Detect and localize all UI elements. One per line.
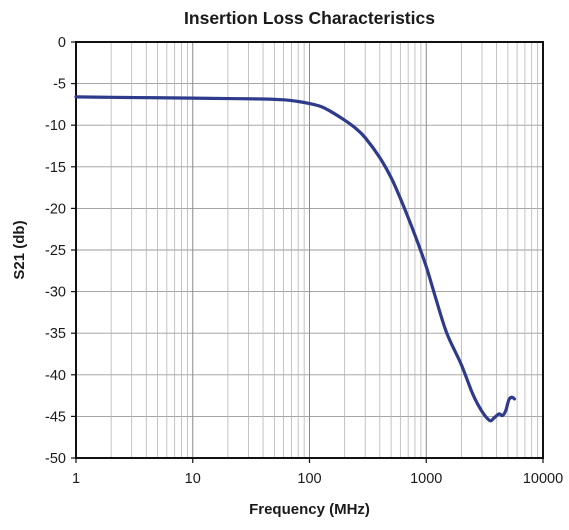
data-point <box>364 137 366 139</box>
data-point <box>283 99 285 101</box>
y-tick-label: -15 <box>45 160 66 176</box>
data-point <box>505 410 507 412</box>
data-point <box>514 398 516 400</box>
y-tick-label: 0 <box>58 35 66 51</box>
data-point <box>498 413 500 415</box>
x-tick-label: 10000 <box>523 471 563 487</box>
data-point <box>489 420 491 422</box>
data-point <box>320 106 322 108</box>
data-point <box>435 297 437 299</box>
y-tick-label: -10 <box>45 118 66 134</box>
x-tick-label: 1000 <box>410 471 442 487</box>
x-tick-label: 1 <box>72 471 80 487</box>
y-tick-label: -25 <box>45 243 66 259</box>
data-point <box>344 119 346 121</box>
data-point <box>192 97 194 99</box>
x-tick-label: 100 <box>297 471 321 487</box>
data-point <box>329 110 331 112</box>
y-tick-label: -50 <box>45 451 66 467</box>
y-axis-label: S21 (db) <box>11 220 28 279</box>
y-tick-label: -35 <box>45 326 66 342</box>
data-point <box>446 332 448 334</box>
data-point <box>262 98 264 100</box>
data-point <box>75 96 77 98</box>
data-point <box>508 399 510 401</box>
y-tick-label: -5 <box>53 77 66 93</box>
data-point <box>511 396 513 398</box>
y-tick-label: -45 <box>45 409 66 425</box>
data-point <box>379 157 381 159</box>
series-layer <box>74 95 517 423</box>
data-point <box>481 411 483 413</box>
data-point <box>502 415 504 417</box>
data-point <box>227 98 229 100</box>
data-point <box>110 97 112 99</box>
data-point <box>472 393 474 395</box>
x-tick-label: 10 <box>185 471 201 487</box>
data-point <box>309 103 311 105</box>
data-point <box>425 266 427 268</box>
data-point <box>157 97 159 99</box>
y-tick-label: -40 <box>45 368 66 384</box>
data-point <box>400 198 402 200</box>
y-axis: 0 -5 -10 -15 -20 -25 -30 -35 -40 -45 -50 <box>45 35 76 467</box>
y-tick-label: -30 <box>45 285 66 301</box>
data-point <box>390 177 392 179</box>
y-tick-label: -20 <box>45 201 66 217</box>
data-point <box>414 234 416 236</box>
series-line <box>74 95 517 423</box>
data-point <box>297 101 299 103</box>
data-point <box>493 417 495 419</box>
data-point <box>461 364 463 366</box>
x-axis: 1 10 100 1000 10000 <box>72 458 563 487</box>
data-point <box>355 128 357 130</box>
x-axis-label: Frequency (MHz) <box>249 501 370 518</box>
chart-title: Insertion Loss Characteristics <box>184 8 435 28</box>
